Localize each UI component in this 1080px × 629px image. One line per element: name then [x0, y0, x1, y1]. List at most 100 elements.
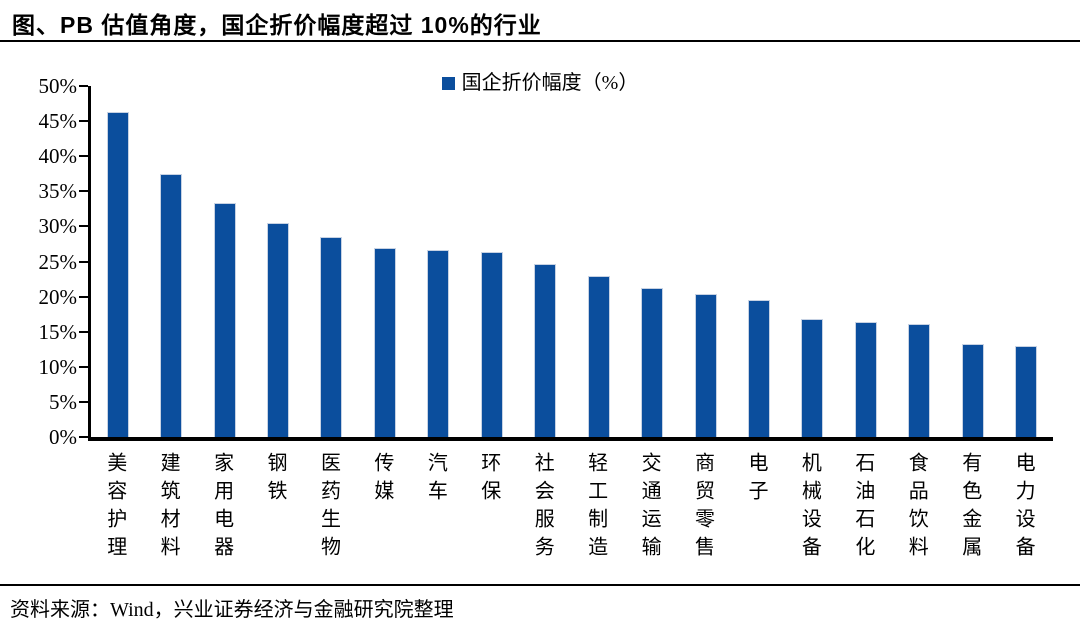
x-axis-label-slot: 交通运输	[622, 452, 675, 564]
bar	[961, 344, 984, 437]
x-axis-label: 商贸零售	[691, 452, 714, 564]
x-axis-label: 电力设备	[1012, 452, 1035, 564]
x-axis-label-slot: 建筑材料	[141, 452, 194, 564]
bar-slot	[412, 86, 465, 437]
y-axis-tick-label: 35%	[38, 179, 78, 203]
x-axis-label: 社会服务	[531, 452, 554, 564]
bar-slot	[144, 86, 197, 437]
y-axis-tick-label: 45%	[38, 109, 78, 133]
bar-slot	[519, 86, 572, 437]
bar	[267, 223, 290, 437]
legend-label: 国企折价幅度（%）	[461, 72, 639, 94]
bar	[801, 319, 824, 437]
x-axis-label: 机械设备	[798, 452, 821, 564]
y-axis-tick-label: 10%	[38, 355, 78, 379]
bar-slot	[893, 86, 946, 437]
y-axis-tick	[79, 190, 88, 192]
x-axis-label-slot: 有色金属	[943, 452, 996, 564]
x-axis-label: 医药生物	[317, 452, 340, 564]
bar	[534, 264, 557, 437]
bar	[854, 322, 877, 437]
bar-slot	[839, 86, 892, 437]
bar-slot	[999, 86, 1052, 437]
bar	[320, 237, 343, 437]
source-divider	[0, 584, 1080, 586]
x-axis-labels: 美容护理 建筑材料 家用电器 钢铁 医药生物 传媒 汽车 环保 社会服务 轻工制造 交通运输 商贸零售…	[88, 452, 1050, 564]
y-axis-tick-label: 0%	[49, 425, 77, 449]
x-axis-label-slot: 传媒	[355, 452, 408, 508]
y-axis-tick-label: 25%	[38, 250, 78, 274]
y-axis-tick-label: 40%	[38, 144, 78, 168]
x-axis-label: 传媒	[370, 452, 393, 508]
y-axis-tick	[79, 366, 88, 368]
source-text: 资料来源：Wind，兴业证券经济与金融研究院整理	[10, 599, 454, 621]
x-axis-label-slot: 机械设备	[783, 452, 836, 564]
bar-series	[91, 86, 1053, 437]
bar	[1015, 346, 1038, 437]
bar	[213, 203, 236, 437]
x-axis-label-slot: 社会服务	[516, 452, 569, 564]
x-axis-label: 轻工制造	[584, 452, 607, 564]
x-axis-label-slot: 石油石化	[836, 452, 889, 564]
x-axis-label-slot: 食品饮料	[890, 452, 943, 564]
bar-slot	[625, 86, 678, 437]
x-axis-label: 美容护理	[103, 452, 126, 564]
y-axis-tick	[79, 85, 88, 87]
bar	[747, 300, 770, 437]
x-axis-label: 电子	[744, 452, 767, 508]
bar-slot	[732, 86, 785, 437]
x-axis-label: 家用电器	[210, 452, 233, 564]
bar	[160, 174, 183, 437]
bar	[106, 112, 129, 437]
x-axis-label-slot: 电力设备	[996, 452, 1049, 564]
legend-swatch-icon	[441, 76, 455, 90]
y-axis-tick	[79, 296, 88, 298]
x-axis-label: 石油石化	[851, 452, 874, 564]
y-axis-tick-label: 15%	[38, 320, 78, 344]
x-axis-label-slot: 商贸零售	[676, 452, 729, 564]
bar-slot	[358, 86, 411, 437]
title-divider	[0, 40, 1080, 42]
x-axis-label: 环保	[477, 452, 500, 508]
plot-area: 50% 45% 40% 35% 30% 25% 20% 15% 10% 5% 0%	[39, 74, 1053, 449]
bar-slot	[305, 86, 358, 437]
x-axis-label: 汽车	[424, 452, 447, 508]
y-axis-tick	[79, 401, 88, 403]
x-axis-label-slot: 医药生物	[302, 452, 355, 564]
bar-slot	[198, 86, 251, 437]
y-axis-tick	[79, 155, 88, 157]
bar	[641, 288, 664, 437]
y-axis-tick	[79, 436, 88, 438]
x-axis-label-slot: 环保	[462, 452, 515, 508]
bar-slot	[679, 86, 732, 437]
x-axis-label: 食品饮料	[905, 452, 928, 564]
y-axis-tick-label: 20%	[38, 285, 78, 309]
x-axis-label: 交通运输	[638, 452, 661, 564]
x-axis-label-slot: 汽车	[409, 452, 462, 508]
x-axis-label-slot: 钢铁	[248, 452, 301, 508]
y-axis-tick	[79, 225, 88, 227]
x-axis-label-slot: 轻工制造	[569, 452, 622, 564]
bar-slot	[251, 86, 304, 437]
x-axis-label-slot: 美容护理	[88, 452, 141, 564]
chart-legend: 国企折价幅度（%）	[0, 73, 1080, 93]
bar-slot	[572, 86, 625, 437]
y-axis-tick-label: 30%	[38, 214, 78, 238]
y-axis-tick	[79, 331, 88, 333]
x-axis-label: 钢铁	[264, 452, 287, 508]
bar-slot	[946, 86, 999, 437]
y-axis-tick	[79, 261, 88, 263]
y-axis-tick	[79, 120, 88, 122]
bar	[587, 276, 610, 437]
y-axis-tick-label: 50%	[38, 74, 78, 98]
x-axis-label: 有色金属	[958, 452, 981, 564]
bar-slot	[91, 86, 144, 437]
bar	[373, 248, 396, 437]
y-axis-tick-label: 5%	[49, 390, 77, 414]
bar	[427, 250, 450, 437]
bar-slot	[786, 86, 839, 437]
x-axis-label-slot: 电子	[729, 452, 782, 508]
bar-slot	[465, 86, 518, 437]
bar	[908, 324, 931, 437]
